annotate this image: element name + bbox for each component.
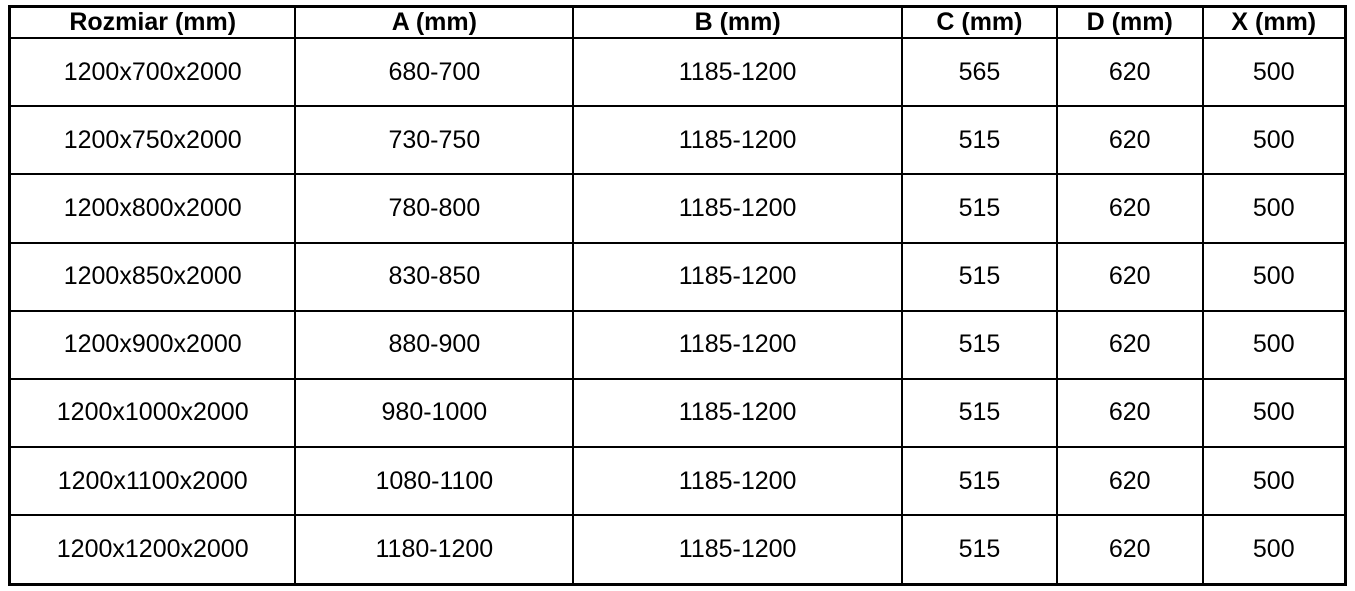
cell-a: 730-750 (294, 105, 575, 176)
cell-x: 500 (1201, 105, 1347, 176)
cell-rozmiar: 1200x700x2000 (8, 36, 297, 108)
table-body: 1200x700x2000 680-700 1185-1200 565 620 500 12… (8, 36, 1347, 586)
cell-d: 620 (1055, 309, 1204, 380)
cell-c: 515 (900, 309, 1058, 380)
cell-d: 620 (1055, 173, 1204, 244)
cell-a: 680-700 (294, 36, 575, 108)
cell-x: 500 (1201, 377, 1347, 449)
header-row: Rozmiar (mm) A (mm) B (mm) C (mm) D (mm) X (m… (8, 5, 1347, 39)
table-row: 1200x900x2000 880-900 1185-1200 515 620 500 (8, 309, 1347, 380)
cell-c: 515 (900, 241, 1058, 312)
cell-x: 500 (1201, 36, 1347, 108)
cell-x: 500 (1201, 514, 1347, 586)
table-row: 1200x1000x2000 980-1000 1185-1200 515 620 500 (8, 377, 1347, 449)
cell-rozmiar: 1200x900x2000 (8, 309, 297, 380)
cell-a: 830-850 (294, 241, 575, 312)
cell-b: 1185-1200 (572, 446, 903, 517)
cell-b: 1185-1200 (572, 36, 903, 108)
cell-c: 515 (900, 173, 1058, 244)
cell-x: 500 (1201, 173, 1347, 244)
table-row: 1200x850x2000 830-850 1185-1200 515 620 500 (8, 241, 1347, 312)
cell-b: 1185-1200 (572, 309, 903, 380)
cell-x: 500 (1201, 309, 1347, 380)
column-header-d: D (mm) (1055, 5, 1204, 39)
cell-rozmiar: 1200x1200x2000 (8, 514, 297, 586)
cell-d: 620 (1055, 36, 1204, 108)
cell-d: 620 (1055, 377, 1204, 449)
table-row: 1200x700x2000 680-700 1185-1200 565 620 500 (8, 36, 1347, 108)
cell-b: 1185-1200 (572, 514, 903, 586)
cell-rozmiar: 1200x750x2000 (8, 105, 297, 176)
cell-d: 620 (1055, 514, 1204, 586)
column-header-rozmiar: Rozmiar (mm) (8, 5, 297, 39)
column-header-a: A (mm) (294, 5, 575, 39)
cell-b: 1185-1200 (572, 173, 903, 244)
cell-x: 500 (1201, 241, 1347, 312)
size-spec-table-container: Rozmiar (mm) A (mm) B (mm) C (mm) D (mm) X (m… (8, 5, 1347, 586)
cell-a: 1180-1200 (294, 514, 575, 586)
column-header-b: B (mm) (572, 5, 903, 39)
cell-d: 620 (1055, 446, 1204, 517)
cell-a: 780-800 (294, 173, 575, 244)
table-row: 1200x1100x2000 1080-1100 1185-1200 515 620 50… (8, 446, 1347, 517)
cell-rozmiar: 1200x850x2000 (8, 241, 297, 312)
cell-a: 980-1000 (294, 377, 575, 449)
cell-a: 880-900 (294, 309, 575, 380)
cell-x: 500 (1201, 446, 1347, 517)
column-header-c: C (mm) (900, 5, 1058, 39)
cell-rozmiar: 1200x800x2000 (8, 173, 297, 244)
cell-a: 1080-1100 (294, 446, 575, 517)
cell-b: 1185-1200 (572, 105, 903, 176)
cell-rozmiar: 1200x1000x2000 (8, 377, 297, 449)
column-header-x: X (mm) (1201, 5, 1347, 39)
cell-c: 515 (900, 514, 1058, 586)
table-row: 1200x750x2000 730-750 1185-1200 515 620 500 (8, 105, 1347, 176)
cell-c: 515 (900, 105, 1058, 176)
cell-b: 1185-1200 (572, 377, 903, 449)
cell-d: 620 (1055, 105, 1204, 176)
table-row: 1200x800x2000 780-800 1185-1200 515 620 500 (8, 173, 1347, 244)
cell-c: 515 (900, 446, 1058, 517)
cell-rozmiar: 1200x1100x2000 (8, 446, 297, 517)
cell-c: 515 (900, 377, 1058, 449)
cell-c: 565 (900, 36, 1058, 108)
table-row: 1200x1200x2000 1180-1200 1185-1200 515 620 50… (8, 514, 1347, 586)
cell-d: 620 (1055, 241, 1204, 312)
cell-b: 1185-1200 (572, 241, 903, 312)
size-spec-table: Rozmiar (mm) A (mm) B (mm) C (mm) D (mm) X (m… (8, 5, 1347, 586)
